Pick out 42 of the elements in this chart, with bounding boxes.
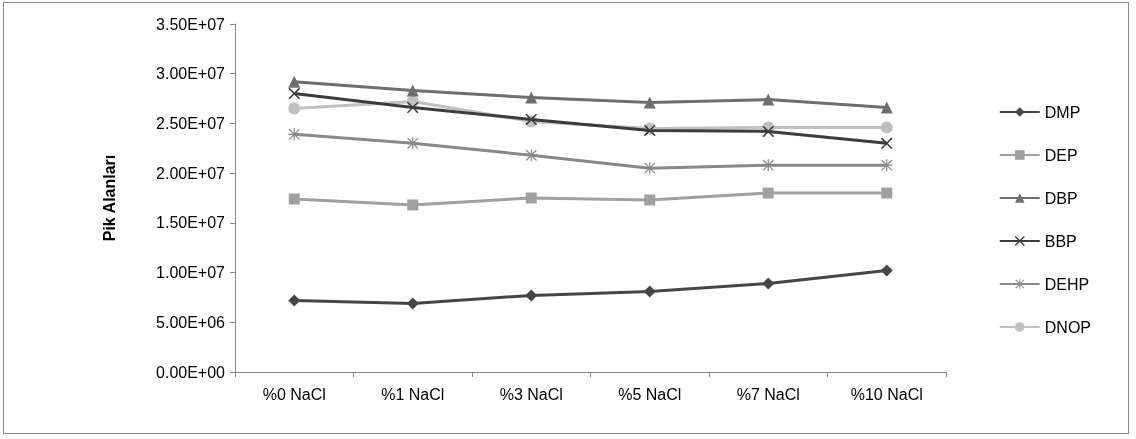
point (525, 91, 538, 104)
x-tick-label: %7 NaCl (736, 385, 800, 403)
point (762, 93, 775, 106)
y-tick-label: 2.00E+07 (156, 164, 226, 182)
x-tick-label: %0 NaCl (262, 385, 326, 403)
point (288, 102, 301, 115)
x-tick-label: %3 NaCl (499, 385, 563, 403)
legend-label: DBP (1044, 189, 1078, 207)
point (762, 187, 774, 199)
x-tick-label: %5 NaCl (618, 385, 682, 403)
legend-label: DMP (1044, 103, 1081, 121)
y-tick-label: 5.00E+06 (156, 313, 226, 331)
y-tick-label: 3.00E+07 (156, 65, 226, 83)
point (643, 96, 656, 109)
point (643, 285, 656, 298)
y-tick-label: 0.00E+00 (156, 363, 226, 381)
y-axis-title: Pik Alanları (100, 154, 118, 242)
x-tick-label: %1 NaCl (381, 385, 445, 403)
point (406, 84, 419, 97)
y-tick-label: 1.00E+07 (156, 264, 226, 282)
legend-label: BBP (1044, 232, 1077, 250)
point (880, 264, 893, 277)
y-tick-label: 3.50E+07 (156, 15, 226, 33)
point (762, 277, 775, 290)
legend-label: DNOP (1044, 318, 1092, 336)
point (407, 199, 419, 211)
point (880, 121, 893, 134)
point (881, 137, 893, 149)
point (288, 75, 301, 88)
point (288, 193, 300, 205)
y-tick-label: 1.50E+07 (156, 214, 226, 232)
legend-label: DEP (1044, 146, 1078, 164)
point (881, 187, 893, 199)
point (406, 297, 419, 310)
y-tick-label: 2.50E+07 (156, 114, 226, 132)
point (288, 294, 301, 307)
point (525, 192, 537, 204)
legend-label: DEHP (1044, 275, 1090, 293)
point (880, 101, 893, 114)
point (525, 289, 538, 302)
x-tick-label: %10 NaCl (850, 385, 923, 403)
point (644, 194, 656, 206)
